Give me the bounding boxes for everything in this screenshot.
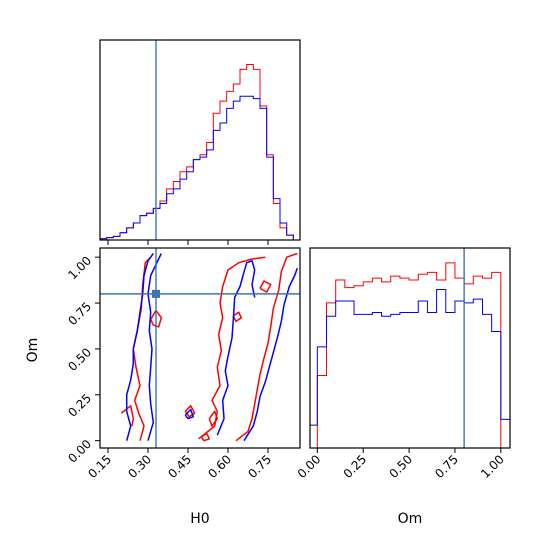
om-xtick-label: 0.50	[386, 452, 415, 481]
om-xtick-label: 1.00	[478, 452, 507, 481]
om-ytick-label: 0.75	[65, 299, 94, 328]
y-axis-label-om: Om	[25, 338, 41, 363]
contour-blue-1	[147, 253, 162, 441]
x-axis-label-h0: H0	[190, 511, 209, 527]
contour-blue-0	[125, 253, 154, 441]
om-xtick-label: 0.25	[341, 452, 370, 481]
om-hist-frame	[309, 247, 511, 449]
h0-hist-blue-series	[100, 95, 300, 240]
contour-red-8	[184, 405, 196, 418]
om-ytick-label: 0.25	[65, 391, 94, 420]
om-hist-blue-series	[310, 289, 510, 448]
truth-marker	[152, 289, 160, 298]
contour-red-2	[150, 309, 163, 328]
contour-blue-2	[216, 260, 256, 436]
h0-xtick-label: 0.15	[85, 452, 114, 481]
h0-xtick-label: 0.75	[245, 452, 274, 481]
h0-histogram-panel	[99, 39, 301, 245]
om-ytick-label: 0.50	[65, 345, 94, 374]
contour-red-4	[235, 252, 298, 442]
contour-red-3	[198, 256, 266, 440]
h0-xtick-label: 0.45	[165, 452, 194, 481]
h0-xtick-label: 0.60	[205, 452, 234, 481]
contour-red-7	[259, 280, 272, 293]
h0-xtick-label: 0.30	[125, 452, 154, 481]
om-ytick-label: 0.00	[65, 437, 94, 466]
h0-hist-red-series	[100, 64, 300, 240]
om-histogram-panel: 0.00 0.25 0.50 0.75 1.00	[295, 247, 511, 481]
contour-blue-3	[243, 267, 299, 442]
om-ytick-label: 1.00	[65, 253, 94, 282]
contour-frame	[99, 247, 301, 449]
contour-red-6	[232, 311, 243, 323]
om-xtick-label: 0.75	[432, 452, 461, 481]
contour-red-9	[200, 432, 211, 442]
h0-om-contour-panel: 0.15 0.30 0.45 0.60 0.75 0.00 0.25 0.50 0.75 1.00	[65, 247, 301, 481]
contour-red-0	[132, 256, 152, 441]
contour-blue-4	[184, 408, 195, 420]
om-xtick-label: 0.00	[295, 452, 324, 481]
om-hist-red-series	[310, 262, 510, 448]
h0-hist-frame	[99, 39, 301, 241]
contour-red-5	[208, 410, 219, 427]
x-axis-label-om: Om	[398, 511, 423, 527]
